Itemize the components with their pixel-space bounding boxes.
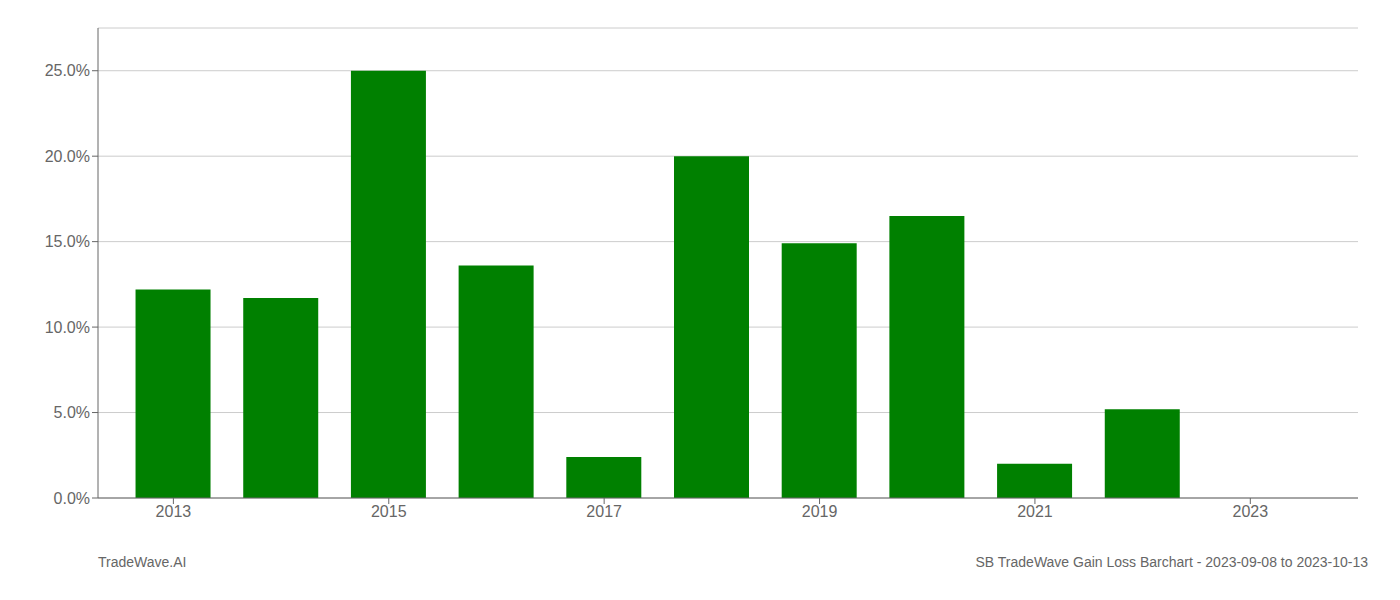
- html-text:SB TradeWave Gain Loss Barchar: SB TradeWave Gain Loss Barchart - 2023-0…: [975, 554, 1368, 570]
- svg-text:2019: 2019: [802, 503, 838, 520]
- svg-text:10.0%: 10.0%: [45, 319, 90, 336]
- svg-text:2015: 2015: [371, 503, 407, 520]
- svg-text:2023: 2023: [1233, 503, 1269, 520]
- svg-text:5.0%: 5.0%: [54, 404, 90, 421]
- svg-text:2013: 2013: [156, 503, 192, 520]
- svg-text:0.0%: 0.0%: [54, 490, 90, 507]
- svg-text:15.0%: 15.0%: [45, 233, 90, 250]
- svg-text:20.0%: 20.0%: [45, 148, 90, 165]
- html-text:TradeWave.AI: TradeWave.AI: [98, 554, 187, 570]
- svg-text:2021: 2021: [1017, 503, 1053, 520]
- svg-text:25.0%: 25.0%: [45, 62, 90, 79]
- svg-text:2017: 2017: [586, 503, 622, 520]
